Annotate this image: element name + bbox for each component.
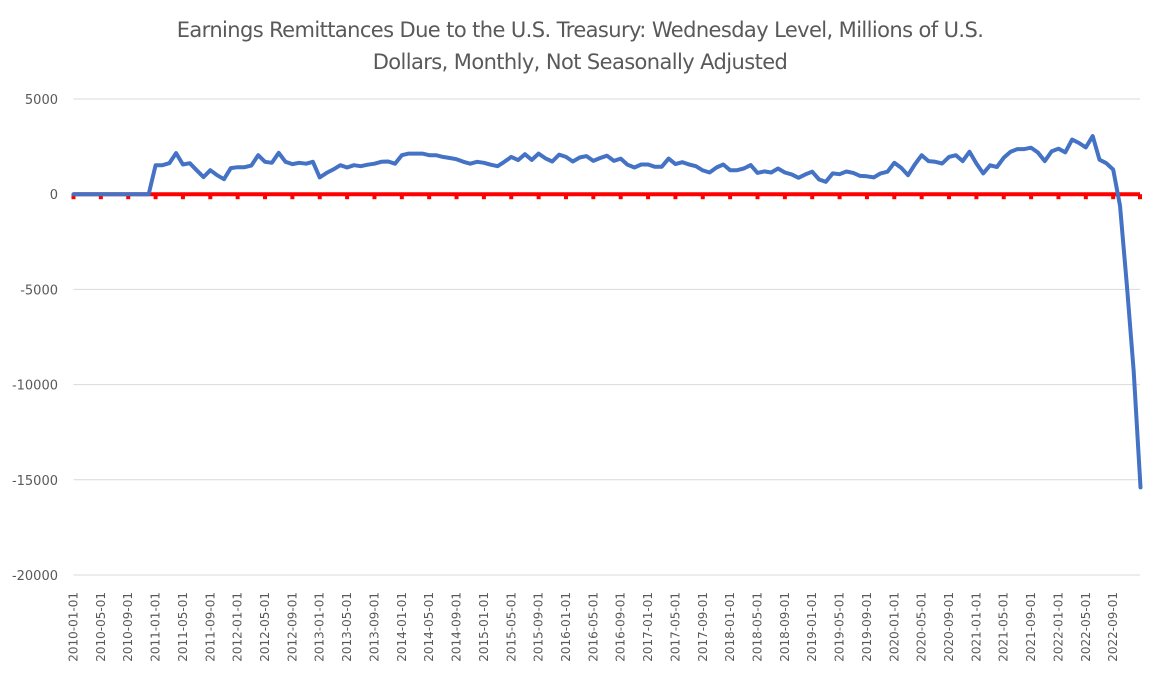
x-tick-mark bbox=[126, 194, 131, 200]
x-tick-label: 2021-09-01 bbox=[1024, 592, 1038, 662]
x-tick-label: 2015-09-01 bbox=[532, 592, 546, 662]
x-tick-mark bbox=[728, 194, 733, 200]
x-tick-mark bbox=[782, 194, 787, 200]
y-tick-label: 0 bbox=[50, 188, 58, 203]
x-axis bbox=[71, 192, 1142, 200]
chart-title-line-1: Earnings Remittances Due to the U.S. Tre… bbox=[176, 18, 984, 42]
x-tick-label: 2014-09-01 bbox=[450, 592, 464, 662]
y-tick-label: 5000 bbox=[25, 93, 58, 108]
x-tick-label: 2022-01-01 bbox=[1051, 592, 1065, 662]
x-axis-tick-labels: 2010-01-01 2010-05-01 2010-09-01 2011-01-01… bbox=[67, 592, 1121, 662]
x-tick-label: 2013-01-01 bbox=[313, 592, 327, 662]
x-tick-label: 2018-09-01 bbox=[778, 592, 792, 662]
x-tick-label: 2021-01-01 bbox=[969, 592, 983, 662]
x-tick-label: 2011-05-01 bbox=[176, 592, 190, 662]
x-tick-label: 2012-09-01 bbox=[285, 592, 299, 662]
x-tick-mark bbox=[481, 194, 486, 200]
x-tick-mark bbox=[454, 194, 459, 200]
x-tick-mark bbox=[919, 194, 924, 200]
x-tick-mark bbox=[591, 194, 596, 200]
x-tick-label: 2015-05-01 bbox=[504, 592, 518, 662]
x-tick-label: 2016-09-01 bbox=[614, 592, 628, 662]
series-line-earnings-remittances bbox=[71, 134, 1143, 490]
x-tick-label: 2021-05-01 bbox=[997, 592, 1011, 662]
x-tick-label: 2013-09-01 bbox=[367, 592, 381, 662]
x-tick-mark bbox=[1029, 194, 1034, 200]
x-tick-mark bbox=[263, 194, 268, 200]
y-tick-label: -10000 bbox=[12, 379, 58, 394]
x-tick-mark bbox=[153, 194, 158, 200]
x-tick-label: 2022-05-01 bbox=[1079, 592, 1093, 662]
x-tick-label: 2017-01-01 bbox=[641, 592, 655, 662]
x-tick-mark bbox=[700, 194, 705, 200]
x-tick-label: 2012-05-01 bbox=[258, 592, 272, 662]
x-tick-label: 2010-09-01 bbox=[121, 592, 135, 662]
x-tick-mark bbox=[646, 194, 651, 200]
x-tick-label: 2018-01-01 bbox=[723, 592, 737, 662]
x-tick-label: 2014-05-01 bbox=[422, 592, 436, 662]
x-tick-label: 2019-05-01 bbox=[833, 592, 847, 662]
x-tick-mark bbox=[1001, 194, 1006, 200]
x-tick-mark bbox=[1138, 194, 1142, 200]
x-tick-label: 2013-05-01 bbox=[340, 592, 354, 662]
x-tick-mark bbox=[317, 194, 322, 200]
x-tick-label: 2020-01-01 bbox=[887, 592, 901, 662]
x-tick-label: 2010-01-01 bbox=[67, 592, 81, 662]
x-tick-label: 2017-05-01 bbox=[668, 592, 682, 662]
x-tick-mark bbox=[98, 194, 103, 200]
x-tick-label: 2020-05-01 bbox=[915, 592, 929, 662]
x-tick-mark bbox=[71, 194, 76, 200]
x-tick-mark bbox=[1111, 194, 1116, 200]
x-tick-mark bbox=[180, 194, 185, 200]
x-tick-label: 2020-09-01 bbox=[942, 592, 956, 662]
x-tick-mark bbox=[974, 194, 979, 200]
x-tick-mark bbox=[399, 194, 404, 200]
x-tick-label: 2011-09-01 bbox=[203, 592, 217, 662]
x-tick-label: 2016-01-01 bbox=[559, 592, 573, 662]
x-tick-mark bbox=[892, 194, 897, 200]
x-tick-mark bbox=[755, 194, 760, 200]
y-tick-label: -5000 bbox=[20, 283, 58, 298]
x-tick-mark bbox=[864, 194, 869, 200]
x-tick-mark bbox=[290, 194, 295, 200]
y-axis-tick-labels: 5000 0 -5000 -10000 -15000 -20000 bbox=[12, 93, 58, 584]
x-tick-mark bbox=[1083, 194, 1088, 200]
x-tick-mark bbox=[618, 194, 623, 200]
x-tick-mark bbox=[208, 194, 213, 200]
x-tick-mark bbox=[947, 194, 952, 200]
x-tick-label: 2018-05-01 bbox=[751, 592, 765, 662]
x-tick-mark bbox=[673, 194, 678, 200]
x-tick-label: 2011-01-01 bbox=[149, 592, 163, 662]
x-tick-mark bbox=[372, 194, 377, 200]
gridlines bbox=[73, 98, 1140, 576]
x-tick-mark bbox=[563, 194, 568, 200]
series-layer bbox=[71, 134, 1143, 490]
y-tick-label: -20000 bbox=[12, 569, 58, 584]
x-tick-label: 2010-05-01 bbox=[94, 592, 108, 662]
x-tick-label: 2019-01-01 bbox=[805, 592, 819, 662]
x-tick-label: 2019-09-01 bbox=[860, 592, 874, 662]
x-tick-mark bbox=[536, 194, 541, 200]
chart-title-line-2: Dollars, Monthly, Not Seasonally Adjuste… bbox=[372, 50, 788, 74]
y-tick-label: -15000 bbox=[12, 474, 58, 489]
x-tick-label: 2017-09-01 bbox=[696, 592, 710, 662]
x-tick-label: 2014-01-01 bbox=[395, 592, 409, 662]
x-tick-mark bbox=[1056, 194, 1061, 200]
x-tick-mark bbox=[235, 194, 240, 200]
x-tick-mark bbox=[837, 194, 842, 200]
x-tick-mark bbox=[810, 194, 815, 200]
x-tick-label: 2022-09-01 bbox=[1106, 592, 1120, 662]
x-tick-mark bbox=[345, 194, 350, 200]
x-tick-label: 2015-01-01 bbox=[477, 592, 491, 662]
x-tick-mark bbox=[427, 194, 432, 200]
x-tick-mark bbox=[509, 194, 514, 200]
x-tick-label: 2012-01-01 bbox=[231, 592, 245, 662]
x-tick-label: 2016-05-01 bbox=[586, 592, 600, 662]
